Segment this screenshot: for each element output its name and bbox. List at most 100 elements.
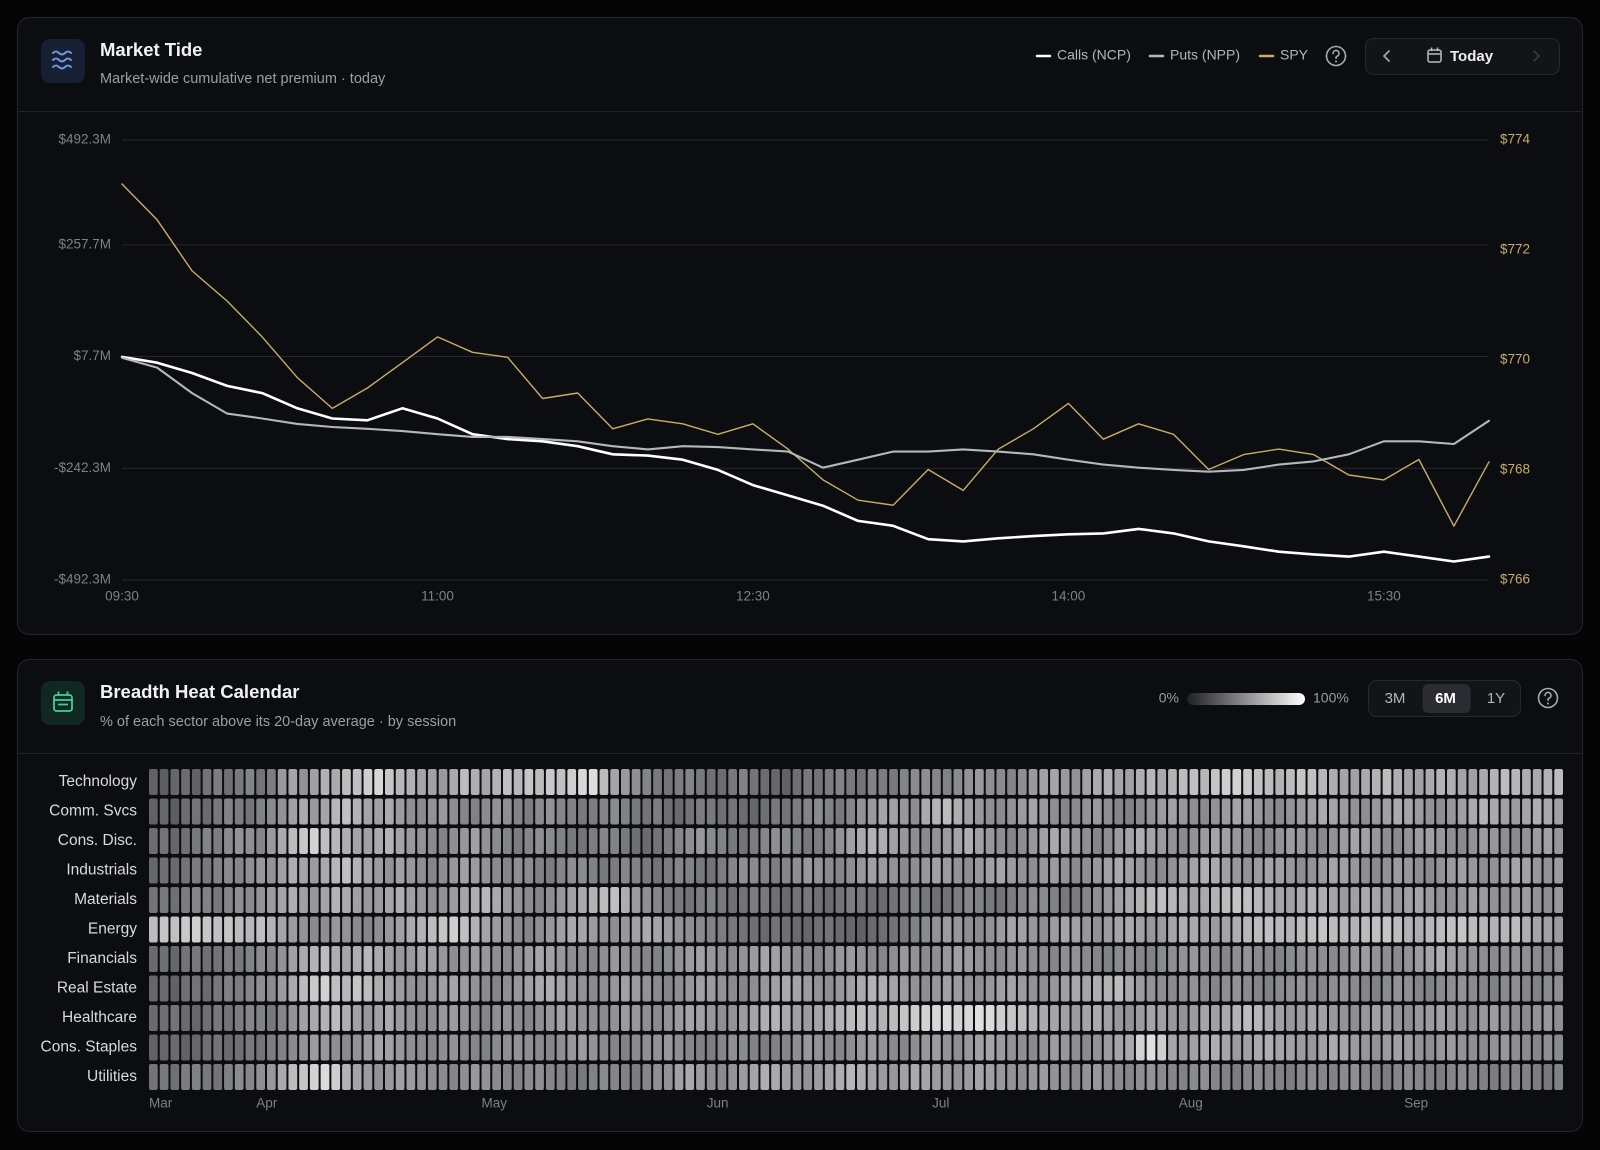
- heat-cell: [352, 1005, 362, 1031]
- heat-cell: [149, 1005, 158, 1031]
- heat-cell: [717, 946, 727, 972]
- heat-cell: [535, 857, 544, 884]
- heat-cell: [342, 1064, 351, 1090]
- heat-cell: [824, 769, 834, 795]
- heat-cell: [1425, 916, 1435, 943]
- heat-cell: [631, 1034, 641, 1061]
- heat-cell: [213, 857, 223, 884]
- heat-cell: [1532, 769, 1542, 795]
- heat-cell: [470, 1005, 480, 1031]
- heat-cell: [1189, 975, 1199, 1002]
- heat-cell: [578, 857, 587, 884]
- date-label[interactable]: Today: [1450, 48, 1494, 65]
- heat-cell: [267, 798, 276, 825]
- range-active[interactable]: [1422, 684, 1471, 713]
- heat-cell: [331, 828, 341, 854]
- heat-cell: [985, 946, 995, 972]
- heat-cell: [696, 887, 705, 913]
- heat-cell: [385, 769, 394, 795]
- heat-cell: [492, 798, 501, 825]
- heat-cell: [599, 769, 609, 795]
- help-icon[interactable]: [1537, 687, 1559, 709]
- legend-label: Calls (NCP): [1057, 47, 1131, 63]
- heat-cell: [1050, 1005, 1059, 1031]
- help-button[interactable]: [1325, 45, 1347, 67]
- heat-cell: [492, 887, 501, 913]
- heat-cell: [224, 828, 233, 854]
- heat-cell: [1017, 1034, 1027, 1061]
- heat-cell: [921, 916, 931, 943]
- heat-cell: [1350, 798, 1360, 825]
- heat-cell: [814, 857, 823, 884]
- help-icon[interactable]: [1325, 45, 1347, 67]
- heat-cell: [1093, 1005, 1102, 1031]
- heat-cell: [771, 769, 780, 795]
- heat-cell: [1404, 1064, 1413, 1090]
- heat-cell: [921, 798, 931, 825]
- heat-cell: [1264, 828, 1274, 854]
- heat-cell: [803, 1005, 813, 1031]
- heat-cell: [234, 916, 244, 943]
- heat-cell: [728, 798, 737, 825]
- heat-cell: [1468, 769, 1478, 795]
- heat-cell: [857, 946, 866, 972]
- heat-cell: [975, 1005, 984, 1031]
- heat-cell: [1425, 1005, 1435, 1031]
- range-button[interactable]: 3M: [1385, 690, 1406, 707]
- range-button[interactable]: 1Y: [1487, 690, 1505, 707]
- x-tick-label: 15:30: [1367, 589, 1401, 604]
- heat-cell: [996, 975, 1006, 1002]
- heat-cell: [1103, 916, 1113, 943]
- heat-cell: [460, 1064, 469, 1090]
- heat-cell: [996, 769, 1006, 795]
- heat-cell: [1211, 828, 1220, 854]
- heat-cell: [1039, 1064, 1049, 1090]
- heat-cell: [513, 975, 523, 1002]
- heat-cell: [663, 828, 673, 854]
- heat-cell: [1168, 769, 1177, 795]
- heat-cell: [159, 916, 169, 943]
- y2-tick-label: $770: [1500, 352, 1530, 367]
- y-tick-label: $257.7M: [58, 236, 111, 251]
- heat-cell: [771, 1005, 780, 1031]
- heat-cell: [1071, 1034, 1081, 1061]
- x-tick-label: Sep: [1404, 1096, 1428, 1111]
- heat-cell: [1511, 769, 1521, 795]
- heat-cell: [942, 916, 952, 943]
- heat-cell: [213, 798, 223, 825]
- heat-cell: [1039, 798, 1049, 825]
- heat-cell: [696, 1064, 705, 1090]
- heat-cell: [1393, 828, 1403, 854]
- heat-cell: [556, 946, 566, 972]
- help-button[interactable]: [1537, 687, 1559, 709]
- heat-cell: [256, 1034, 265, 1061]
- prev-button[interactable]: [1382, 50, 1390, 62]
- heat-cell: [535, 916, 544, 943]
- heat-cell: [631, 887, 641, 913]
- heat-cell: [385, 1064, 394, 1090]
- date-picker[interactable]: [1365, 38, 1560, 75]
- heat-cell: [1307, 798, 1317, 825]
- heat-cell: [1307, 828, 1317, 854]
- heat-cell: [674, 798, 684, 825]
- heat-cell: [352, 887, 362, 913]
- heat-cell: [524, 1034, 534, 1061]
- heat-cell: [460, 887, 469, 913]
- heat-cell: [932, 916, 941, 943]
- heat-cell: [739, 916, 748, 943]
- heat-cell: [1135, 916, 1145, 943]
- heat-cell: [1125, 975, 1134, 1002]
- heat-cell: [535, 887, 544, 913]
- heat-cell: [1371, 916, 1381, 943]
- heat-cell: [835, 828, 845, 854]
- heat-cell: [964, 916, 973, 943]
- heat-cell: [417, 1005, 426, 1031]
- heat-cell: [621, 1005, 630, 1031]
- next-button[interactable]: [1533, 50, 1541, 62]
- heat-cell: [642, 975, 652, 1002]
- heat-cell: [556, 916, 566, 943]
- heat-cell: [1200, 798, 1209, 825]
- heat-cell: [1050, 975, 1059, 1002]
- range-button[interactable]: 6M: [1435, 690, 1456, 707]
- heat-cell: [921, 1034, 931, 1061]
